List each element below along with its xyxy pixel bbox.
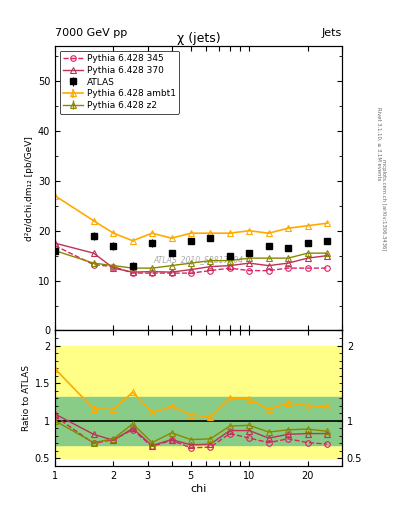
Pythia 6.428 345 bbox=[169, 270, 174, 276]
Pythia 6.428 345 bbox=[111, 264, 116, 270]
Legend: Pythia 6.428 345, Pythia 6.428 370, ATLAS, Pythia 6.428 ambt1, Pythia 6.428 z2: Pythia 6.428 345, Pythia 6.428 370, ATLA… bbox=[59, 51, 179, 114]
Pythia 6.428 370 bbox=[150, 268, 154, 274]
Pythia 6.428 345 bbox=[286, 265, 290, 271]
Bar bbox=[55, 346, 342, 458]
Pythia 6.428 370 bbox=[325, 252, 329, 259]
Text: mcplots.cern.ch [arXiv:1306.3436]: mcplots.cern.ch [arXiv:1306.3436] bbox=[381, 159, 386, 250]
Line: Pythia 6.428 370: Pythia 6.428 370 bbox=[52, 241, 330, 275]
Pythia 6.428 345 bbox=[247, 268, 252, 274]
Text: ATLAS_2010_S8817804: ATLAS_2010_S8817804 bbox=[153, 255, 244, 264]
Pythia 6.428 345 bbox=[130, 270, 135, 276]
Text: Rivet 3.1.10, ≥ 3.1M events: Rivet 3.1.10, ≥ 3.1M events bbox=[376, 106, 381, 180]
Title: χ (jets): χ (jets) bbox=[176, 32, 220, 45]
Pythia 6.428 345 bbox=[325, 265, 329, 271]
Pythia 6.428 370 bbox=[111, 265, 116, 271]
Text: Jets: Jets bbox=[321, 28, 342, 38]
Pythia 6.428 345 bbox=[189, 270, 193, 276]
Pythia 6.428 370 bbox=[286, 260, 290, 266]
Pythia 6.428 370 bbox=[130, 269, 135, 275]
Y-axis label: d²σ/dchi,dm₁₂ [pb/GeV]: d²σ/dchi,dm₁₂ [pb/GeV] bbox=[25, 136, 34, 241]
Pythia 6.428 345 bbox=[228, 265, 232, 271]
Pythia 6.428 345 bbox=[53, 243, 57, 249]
Pythia 6.428 345 bbox=[305, 265, 310, 271]
Pythia 6.428 370 bbox=[208, 264, 213, 270]
Pythia 6.428 370 bbox=[169, 269, 174, 275]
Pythia 6.428 370 bbox=[266, 263, 271, 269]
Pythia 6.428 370 bbox=[305, 255, 310, 261]
Pythia 6.428 345 bbox=[208, 268, 213, 274]
Pythia 6.428 345 bbox=[91, 262, 96, 268]
Pythia 6.428 345 bbox=[150, 270, 154, 276]
X-axis label: chi: chi bbox=[190, 483, 207, 494]
Line: Pythia 6.428 345: Pythia 6.428 345 bbox=[52, 243, 330, 276]
Pythia 6.428 345 bbox=[266, 268, 271, 274]
Pythia 6.428 370 bbox=[228, 263, 232, 269]
Pythia 6.428 370 bbox=[247, 260, 252, 266]
Y-axis label: Ratio to ATLAS: Ratio to ATLAS bbox=[22, 365, 31, 431]
Bar bbox=[55, 397, 342, 445]
Pythia 6.428 370 bbox=[189, 267, 193, 273]
Text: 7000 GeV pp: 7000 GeV pp bbox=[55, 28, 127, 38]
Pythia 6.428 370 bbox=[53, 240, 57, 246]
Pythia 6.428 370 bbox=[91, 250, 96, 256]
